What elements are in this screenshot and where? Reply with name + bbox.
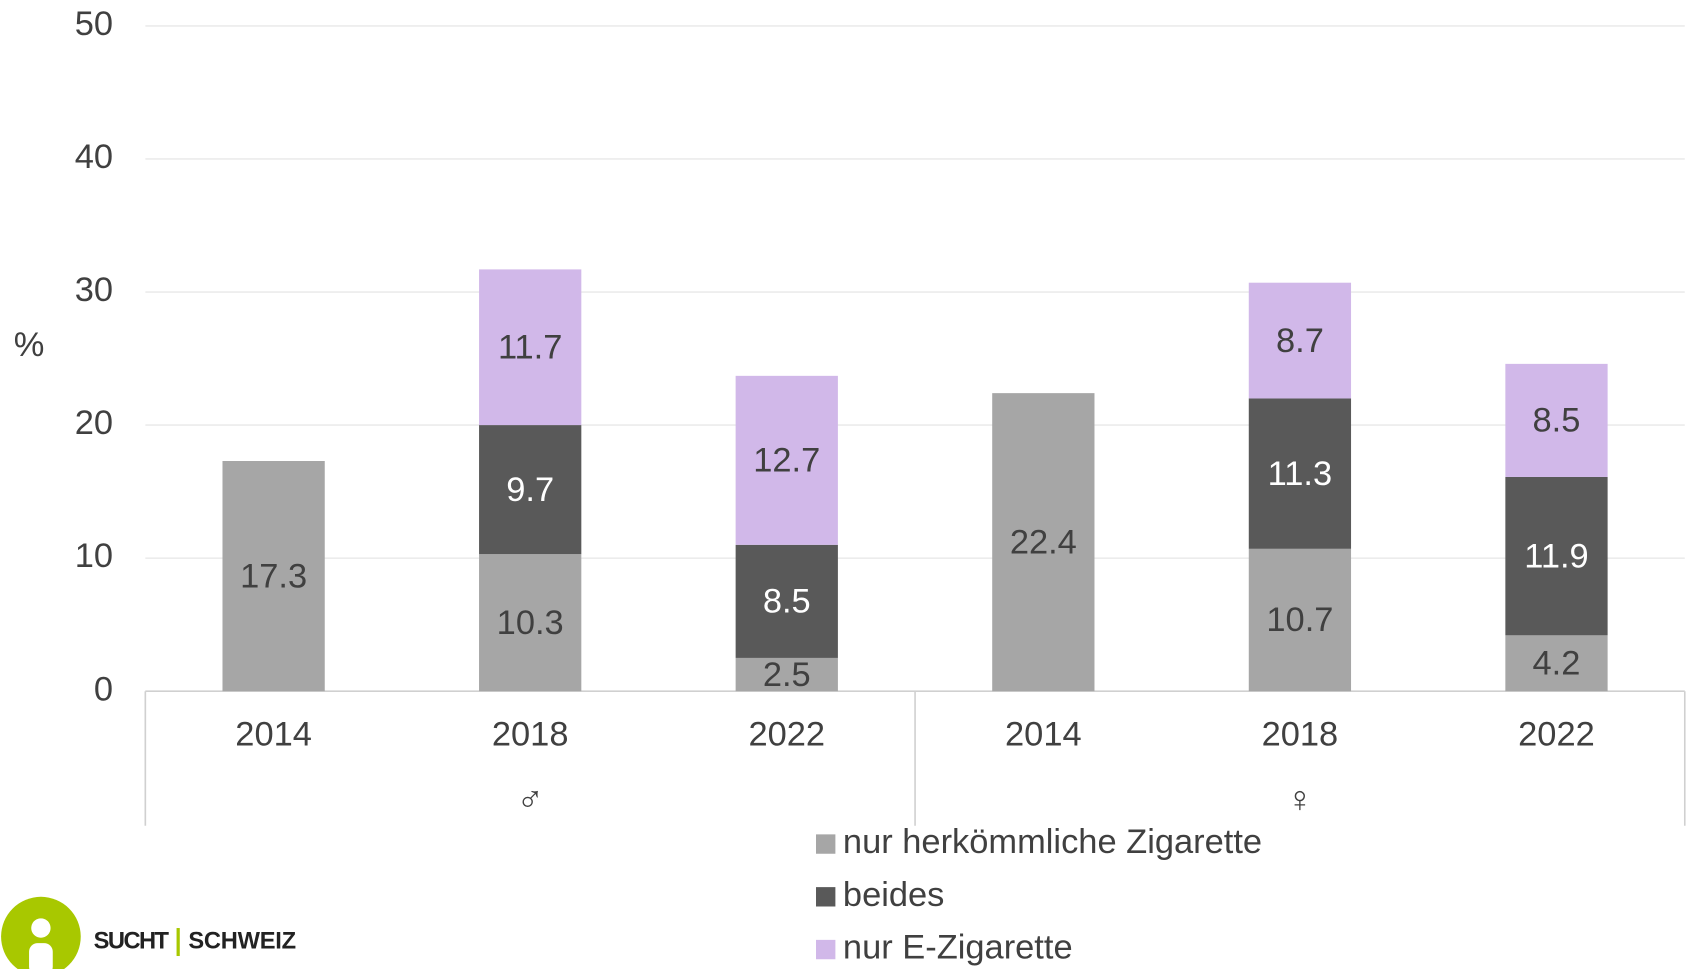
bar-segment: [1248, 282, 1352, 399]
x-tick-label: 2014: [1005, 716, 1082, 754]
logo-text: SUCHT: [94, 928, 170, 954]
x-tick-label: 2018: [1262, 716, 1339, 754]
bar-segment: [1505, 635, 1608, 692]
bar-segment: [479, 554, 582, 692]
logo-head: [31, 918, 51, 938]
x-tick-label: 2022: [1518, 716, 1595, 754]
data-label: 22.4: [1010, 523, 1077, 561]
bar-segment: [1248, 398, 1352, 549]
data-label: 4.2: [1533, 644, 1581, 682]
y-tick-label: 40: [75, 138, 113, 176]
bar-segment: [992, 393, 1095, 692]
data-label: 11.9: [1524, 537, 1588, 575]
y-tick-label: 20: [75, 404, 113, 442]
legend-label: nur herkömmliche Zigarette: [843, 823, 1262, 861]
data-label: 8.5: [1533, 402, 1581, 440]
bar-segment: [735, 657, 838, 692]
x-tick-label: 2018: [492, 716, 569, 754]
data-label: 12.7: [753, 442, 820, 480]
bar-segment: [1505, 363, 1608, 477]
data-label: 10.3: [497, 604, 564, 642]
legend-label: beides: [843, 876, 944, 914]
bar-segment: [1248, 548, 1352, 692]
y-tick-label: 10: [75, 537, 113, 575]
logo-text: SCHWEIZ: [188, 928, 296, 954]
bar-segment: [479, 269, 582, 426]
bar-segment: [735, 375, 838, 545]
y-tick-label: 0: [94, 670, 113, 708]
group-label: ♂: [516, 779, 543, 820]
data-label: 10.7: [1266, 601, 1333, 639]
x-tick-label: 2022: [748, 716, 825, 754]
logo-body: [29, 943, 53, 974]
logo: SUCHT SCHWEIZ: [1, 896, 296, 974]
logo-divider: [176, 928, 180, 957]
y-tick-label: 50: [75, 5, 113, 43]
legend-swatch: [816, 887, 836, 907]
bar-segment: [479, 425, 582, 555]
legend-label: nur E-Zigarette: [843, 929, 1073, 967]
data-label: 8.5: [763, 583, 811, 621]
data-label: 8.7: [1276, 322, 1324, 360]
data-label: 17.3: [240, 557, 307, 595]
data-label: 9.7: [506, 471, 554, 509]
bar-segment: [1505, 476, 1608, 636]
y-axis-label: %: [14, 326, 45, 364]
x-tick-label: 2014: [235, 716, 312, 754]
y-tick-label: 30: [75, 271, 113, 309]
bar-segment: [735, 544, 838, 658]
legend-swatch: [816, 939, 836, 960]
data-label: 11.7: [498, 328, 562, 366]
legend-swatch: [816, 834, 836, 854]
data-label: 11.3: [1268, 455, 1332, 493]
group-label: ♀: [1286, 779, 1313, 820]
data-label: 2.5: [763, 656, 811, 694]
bar-segment: [222, 461, 325, 692]
